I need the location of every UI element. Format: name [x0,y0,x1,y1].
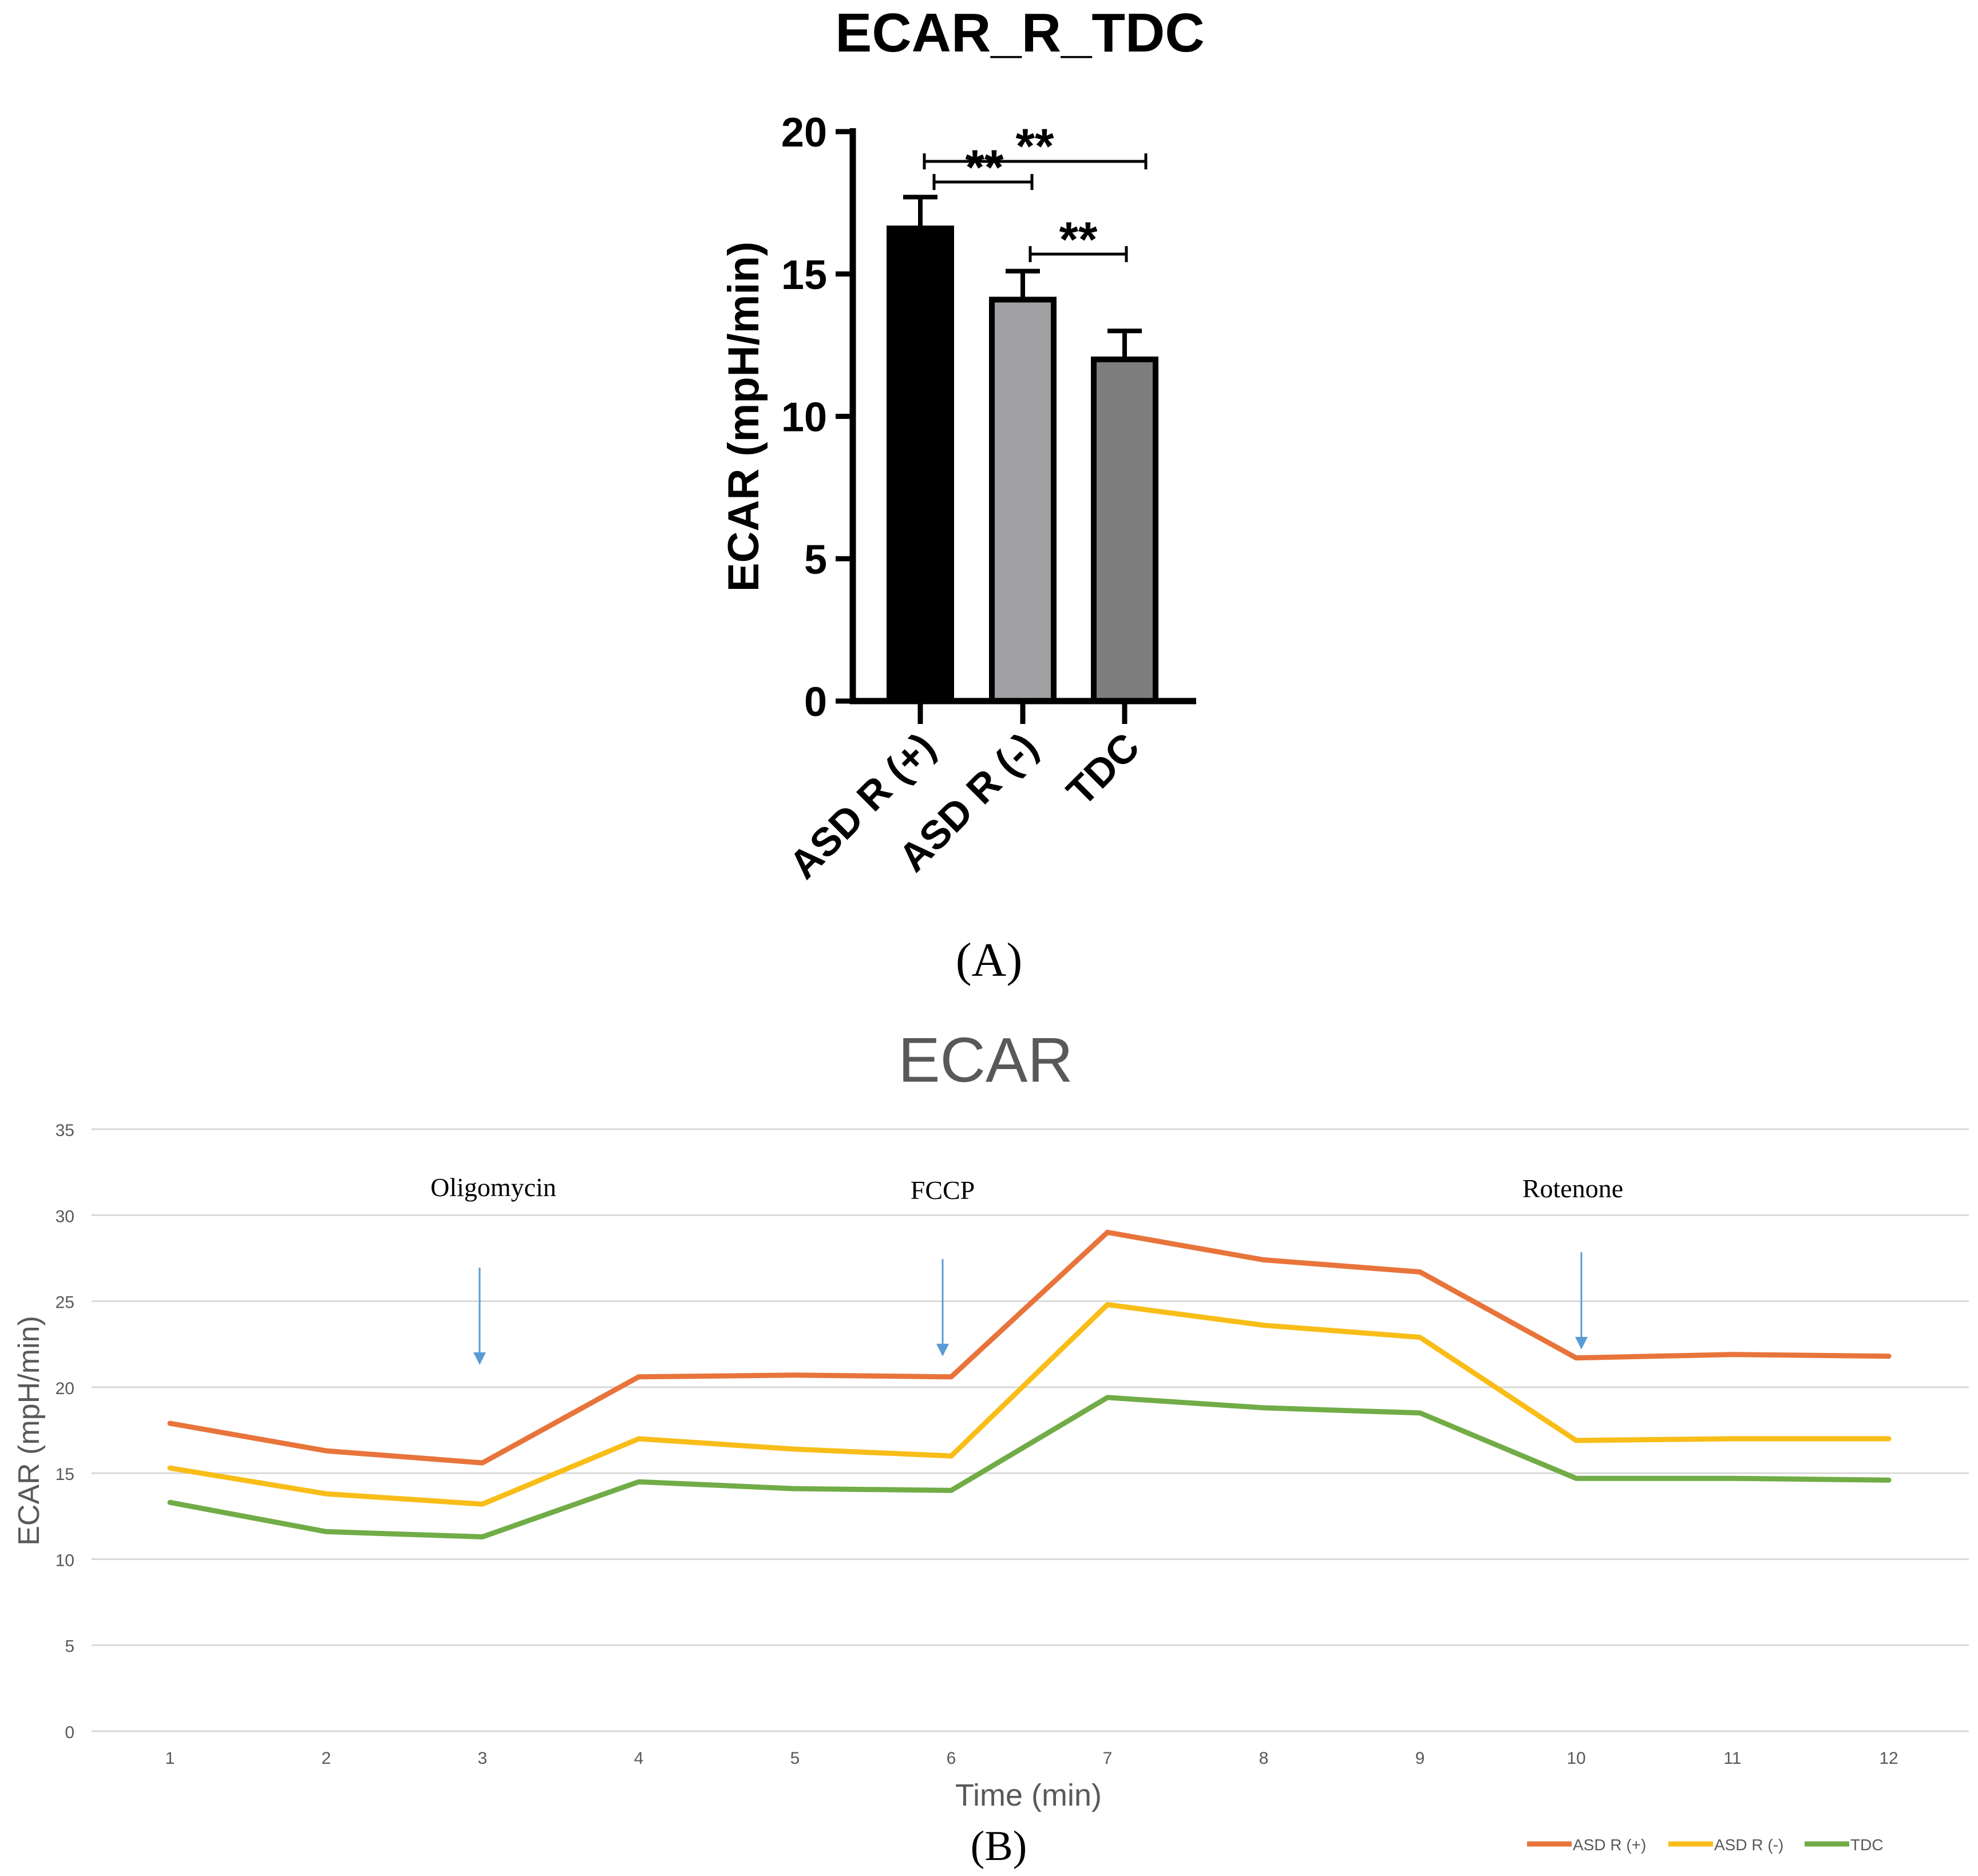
x-tick-label: 4 [634,1749,644,1768]
panel-b-legend: ASD R (+) ASD R (-) TDC [1527,1836,1884,1854]
annotation-label: FCCP [911,1176,975,1205]
panel-b-series [167,1229,1892,1539]
y-tick-label: 20 [56,1379,74,1398]
panel-b-title: ECAR [898,1025,1073,1095]
bar [989,296,1057,704]
x-tick-label: 8 [1259,1749,1269,1768]
y-tick-label: 10 [781,395,827,441]
x-tick-label: 2 [322,1749,331,1768]
x-tick-label: 3 [478,1749,488,1768]
x-tick-label: 12 [1879,1749,1898,1768]
significance-label: ** [966,140,1004,195]
y-tick-label: 25 [56,1293,74,1312]
x-tick-label: 10 [1566,1749,1585,1768]
y-tick-label: 30 [56,1207,74,1226]
panel-b-caption: (B) [971,1823,1027,1870]
series-line [167,1302,1892,1507]
y-tick-label: 0 [65,1723,74,1742]
significance-label: ** [1016,119,1054,174]
panel-a-title: ECAR_R_TDC [835,2,1204,64]
y-tick-label: 10 [56,1551,74,1570]
x-tick-label: 1 [165,1749,175,1768]
panel-a-bar-chart: ECAR_R_TDC ECAR (mpH/min) 0 5 10 15 20 ASD R… [719,2,1205,987]
panel-a-bars [887,195,1158,704]
x-tick-label: 6 [947,1749,956,1768]
y-tick-label: 15 [781,252,827,298]
y-tick-label: 15 [56,1465,74,1484]
panel-a-y-axis-label: ECAR (mpH/min) [719,242,768,592]
panel-a-y-ticks: 0 5 10 15 20 [781,110,853,725]
panel-b-gridlines [92,1128,1969,1732]
panel-a-significance: ** **** [923,119,1148,267]
bar [1091,357,1158,704]
x-tick-label: TDC [1058,724,1148,814]
panel-b-x-ticks: 1 2 3 4 5 6 7 8 9 10 11 12 [165,1749,1898,1768]
significance-label: ** [1059,212,1098,267]
x-tick-label: 11 [1723,1749,1741,1768]
y-tick-label: 5 [804,537,827,583]
panel-b-annotations: Oligomycin FCCP Rotenone [430,1173,1623,1365]
x-tick-label: 9 [1415,1749,1425,1768]
series-line [167,1229,1892,1466]
arrow-head-icon [473,1352,486,1365]
panel-b-y-ticks: 0 5 10 15 20 25 30 35 [56,1121,74,1742]
arrow-head-icon [936,1344,949,1356]
legend-label: ASD R (-) [1714,1836,1783,1854]
panel-b-x-axis-label: Time (min) [955,1778,1102,1812]
annotation-label: Oligomycin [430,1173,556,1202]
x-tick-label: 5 [790,1749,800,1768]
y-tick-label: 35 [56,1121,74,1140]
panel-a-x-ticks: ASD R (+)ASD R (-) TDC [781,701,1148,887]
series-line [167,1395,1892,1539]
panel-a-caption: (A) [956,933,1023,987]
y-tick-label: 0 [804,679,827,725]
y-tick-label: 5 [65,1637,74,1656]
y-tick-label: 20 [781,110,827,156]
panel-b-y-axis-label: ECAR (mpH/min) [13,1316,46,1546]
annotation-label: Rotenone [1522,1174,1623,1203]
bar [887,225,954,704]
x-tick-label: 7 [1103,1749,1113,1768]
arrow-head-icon [1575,1337,1588,1349]
legend-label: ASD R (+) [1573,1836,1646,1854]
legend-label: TDC [1850,1836,1884,1854]
